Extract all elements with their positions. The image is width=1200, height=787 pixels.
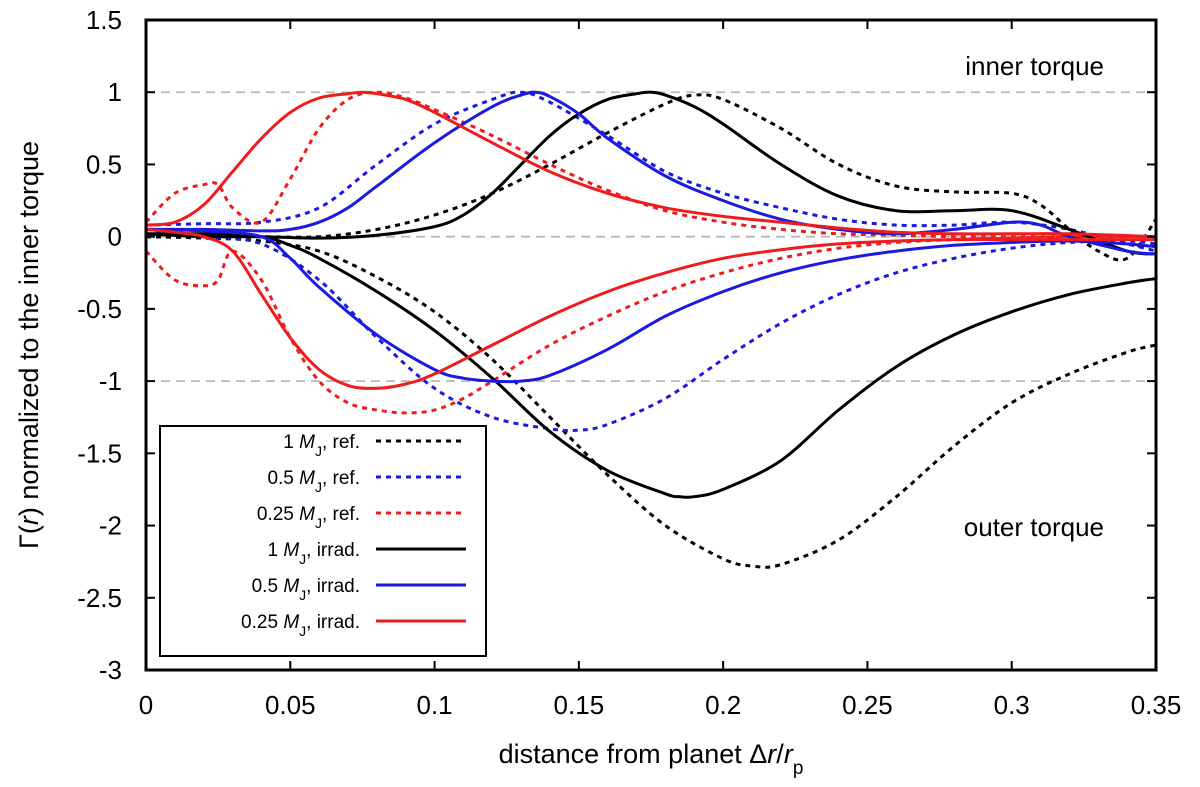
series-1-mj-irrad-inner-line	[145, 90, 1157, 256]
legend-label: 0.25 MJ, ref.	[257, 504, 360, 531]
series-1-mj-ref-inner-line	[145, 93, 1158, 262]
y-tick-label: -0.5	[77, 294, 122, 324]
x-tick-label: 0	[139, 690, 153, 720]
x-tick-label: 0.05	[265, 690, 316, 720]
x-tick-label: 0.3	[994, 690, 1030, 720]
plot-frame	[144, 18, 1158, 672]
x-tick-label: 0.25	[842, 690, 893, 720]
legend-label: 1 MJ, irrad.	[267, 540, 360, 567]
legend-box	[159, 425, 487, 657]
series-0-25-mj-irrad-outer-line	[145, 227, 1156, 390]
x-tick-label: 0.2	[705, 690, 741, 720]
y-tick-label: -1	[99, 366, 122, 396]
series-0-5-mj-ref-outer-line	[145, 227, 1157, 433]
y-tick-label: 0	[108, 222, 122, 252]
series-0-5-mj-irrad-outer-line	[145, 227, 1157, 384]
x-tick-label: 0.35	[1131, 690, 1182, 720]
y-tick-label: -2.5	[77, 583, 122, 613]
legend-label: 0.25 MJ, irrad.	[241, 612, 360, 639]
y-tick-label: -1.5	[77, 438, 122, 468]
series-1-mj-ref-outer-line	[145, 235, 1157, 569]
annotation-outer-torque: outer torque	[964, 512, 1104, 542]
y-tick-label: 0.5	[86, 149, 122, 179]
series-0-5-mj-irrad-inner-line	[145, 90, 1157, 256]
x-tick-label: 0.1	[416, 690, 452, 720]
y-axis-label: Γ(r) normalized to the inner torque	[14, 141, 44, 549]
legend-label: 0.5 MJ, ref.	[267, 468, 360, 495]
y-tick-label: -3	[99, 655, 122, 685]
series-1-mj-irrad-outer-line	[145, 232, 1157, 499]
legend-label: 0.5 MJ, irrad.	[252, 576, 360, 603]
series-group	[144, 90, 1158, 569]
legend-label: 1 MJ, ref.	[283, 432, 360, 459]
y-tick-label: 1	[108, 77, 122, 107]
y-tick-label: -2	[99, 511, 122, 541]
series-0-25-mj-ref-inner-line	[144, 90, 1156, 239]
series-0-25-mj-irrad-inner-line	[145, 90, 1157, 239]
axis-ticks: 0 0.05 0.1 0.15 0.2 0.25 0.3 0.35 1.5 1 0.5 0 -0.5 -1…	[77, 5, 1181, 720]
legend: 1 MJ, ref. 0.5 MJ, ref. 0.25 MJ, ref. 1 MJ,…	[159, 425, 487, 657]
annotation-inner-torque: inner torque	[965, 51, 1104, 81]
x-axis-label: distance from planet Δr/rp	[499, 739, 804, 779]
y-tick-label: 1.5	[86, 5, 122, 35]
x-tick-label: 0.15	[554, 690, 605, 720]
